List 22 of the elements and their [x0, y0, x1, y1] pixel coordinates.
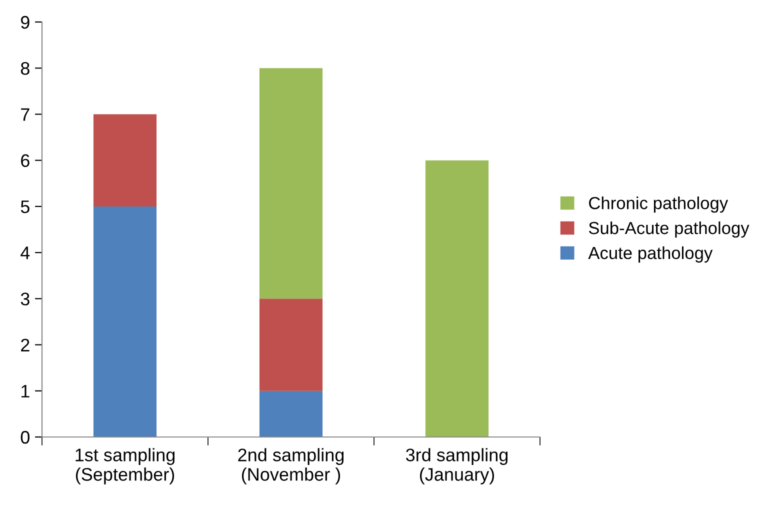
- y-tick-label: 3: [20, 292, 30, 306]
- y-tick-label: 9: [21, 16, 30, 29]
- bar: [93, 206, 157, 437]
- y-tick-label: 7: [21, 108, 30, 121]
- legend-label: Acute pathology: [588, 246, 713, 263]
- y-tick-label: 2: [21, 338, 30, 352]
- bar: [259, 390, 323, 437]
- y-tick-label: 6: [21, 154, 30, 168]
- x-tick-label: 1st sampling (September): [76, 448, 175, 484]
- y-tick-label: 0: [20, 430, 30, 444]
- y-tick-label: 5: [20, 200, 30, 214]
- y-tick-label: 1: [22, 385, 30, 398]
- x-tick-label: 3rd sampling (January): [406, 448, 508, 484]
- x-tick-label: 2nd sampling (November ): [238, 448, 344, 484]
- legend-label: Sub-Acute pathology: [588, 221, 750, 238]
- legend-label: Chronic pathology: [589, 196, 728, 213]
- bar: [259, 298, 323, 391]
- bar: [93, 114, 157, 206]
- y-tick-label: 8: [20, 62, 30, 75]
- bar: [425, 160, 489, 437]
- y-tick-label: 4: [20, 246, 30, 260]
- bar: [259, 68, 323, 299]
